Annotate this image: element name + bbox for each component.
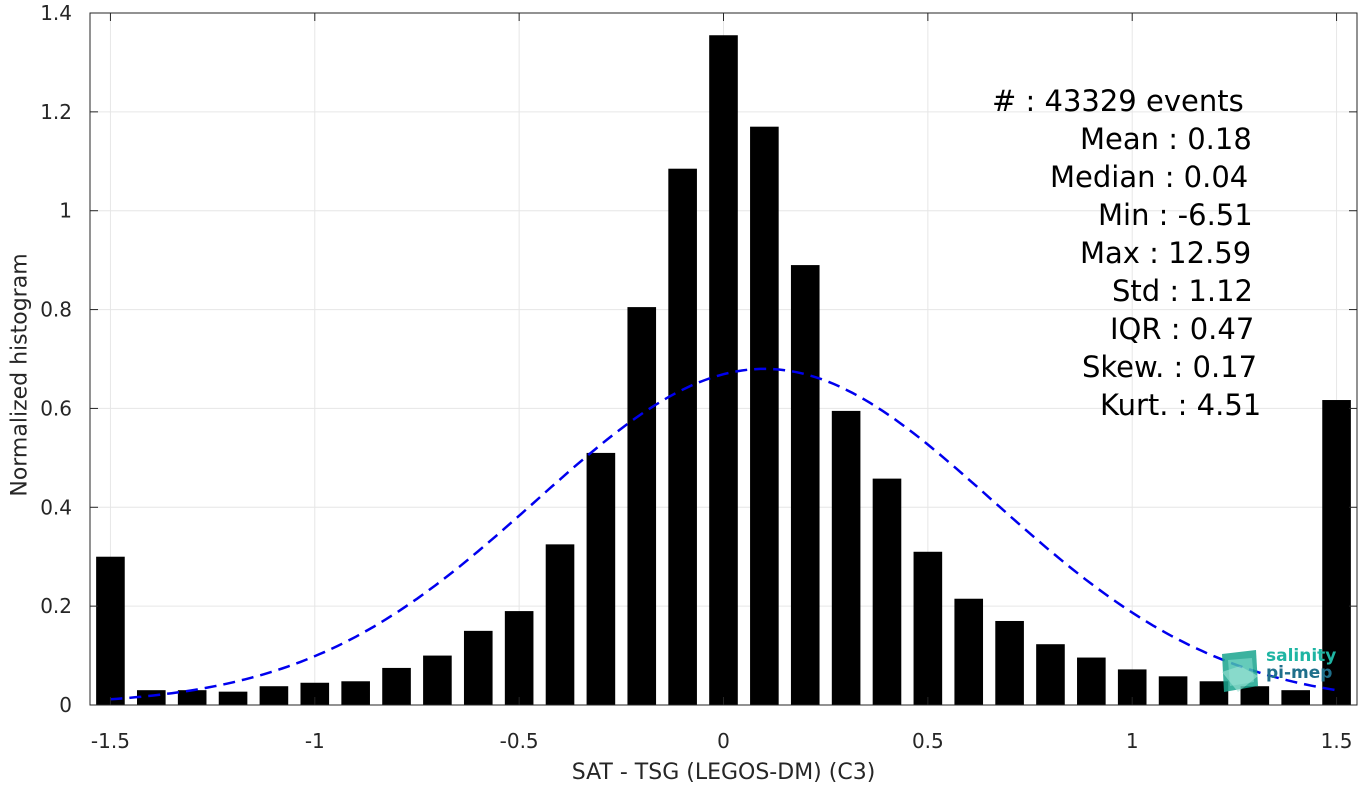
- y-tick-label-5: 1: [59, 199, 72, 223]
- stat-mean-row: Mean : 0.18: [940, 120, 1280, 158]
- stat-skew-row: Skew. : 0.17: [940, 348, 1280, 386]
- bar-18: [831, 410, 861, 705]
- x-tick-label-0: -1.5: [91, 729, 130, 753]
- y-axis-ticks: 0 0.2 0.4 0.6 0.8 1 1.2 1.4: [40, 1, 1357, 717]
- stat-mean: Mean : 0.18: [1080, 122, 1252, 156]
- stat-iqr-row: IQR : 0.47: [940, 310, 1280, 348]
- bar-23: [1036, 644, 1065, 705]
- histogram-bars: [96, 35, 1351, 705]
- stat-kurt: Kurt. : 4.51: [1100, 388, 1262, 422]
- bar-30: [1322, 400, 1351, 705]
- bar-2: [177, 690, 207, 705]
- bar-6: [341, 681, 370, 705]
- bar-19: [872, 478, 902, 705]
- bar-10: [504, 611, 534, 705]
- gaussian-fit-curve: [110, 367, 1337, 701]
- stat-max: Max : 12.59: [1080, 236, 1252, 270]
- bar-27: [1199, 681, 1229, 705]
- stat-median: Median : 0.04: [1050, 160, 1249, 194]
- stat-std-row: Std : 1.12: [940, 272, 1280, 310]
- stat-median-row: Median : 0.04: [940, 158, 1280, 196]
- x-tick-label-1: -1: [305, 729, 325, 753]
- bar-3: [218, 691, 248, 705]
- bar-28: [1240, 686, 1270, 705]
- x-axis-label: SAT - TSG (LEGOS-DM) (C3): [572, 760, 876, 785]
- bar-24: [1077, 657, 1106, 705]
- bar-12: [586, 452, 616, 705]
- x-tick-label-2: -0.5: [500, 729, 539, 753]
- bar-29: [1281, 690, 1310, 705]
- logo-line-1: salinity: [1266, 646, 1337, 666]
- bar-26: [1158, 676, 1188, 705]
- salinity-pimep-logo: salinity pi-mep: [1218, 646, 1348, 694]
- bar-8: [423, 655, 452, 705]
- stat-kurt-row: Kurt. : 4.51: [940, 386, 1280, 424]
- stat-min-row: Min : -6.51: [940, 196, 1280, 234]
- bar-4: [259, 686, 289, 705]
- stat-count: # : 43329 events: [992, 84, 1244, 118]
- bar-22: [995, 620, 1024, 705]
- y-axis-label: Normalized histogram: [8, 253, 33, 496]
- bar-9: [463, 630, 493, 705]
- bar-15: [709, 35, 738, 705]
- bar-20: [913, 551, 943, 705]
- x-axis-ticks: -1.5 -1 -0.5 0 0.5 1 1.5: [91, 13, 1353, 753]
- y-tick-label-1: 0.2: [40, 594, 72, 618]
- stat-count-row: # : 43329 events: [940, 82, 1280, 120]
- bar-11: [545, 544, 575, 705]
- bar-7: [382, 667, 411, 705]
- y-tick-label-3: 0.6: [40, 396, 72, 420]
- bar-16: [750, 126, 779, 705]
- x-tick-label-6: 1.5: [1321, 729, 1353, 753]
- stat-std: Std : 1.12: [1112, 274, 1253, 308]
- x-tick-label-3: 0: [717, 729, 730, 753]
- stat-iqr: IQR : 0.47: [1110, 312, 1255, 346]
- bar-17: [790, 265, 820, 705]
- stat-min: Min : -6.51: [1098, 198, 1253, 232]
- bar-21: [954, 598, 984, 705]
- y-tick-label-2: 0.4: [40, 495, 72, 519]
- stat-max-row: Max : 12.59: [940, 234, 1280, 272]
- stat-skew: Skew. : 0.17: [1082, 350, 1258, 384]
- logo-line-2: pi-mep: [1266, 663, 1333, 683]
- y-tick-label-6: 1.2: [40, 100, 72, 124]
- salinity-pimep-logo-icon: [1222, 650, 1258, 692]
- x-tick-label-5: 1: [1126, 729, 1139, 753]
- bar-14: [668, 168, 697, 705]
- bar-0: [96, 556, 125, 705]
- bar-5: [300, 682, 330, 705]
- bar-13: [627, 307, 657, 705]
- x-tick-label-4: 0.5: [912, 729, 944, 753]
- y-tick-label-7: 1.4: [40, 1, 72, 25]
- statistics-annotation: # : 43329 events Mean : 0.18 Median : 0.…: [940, 82, 1280, 424]
- y-tick-label-4: 0.8: [40, 298, 72, 322]
- y-tick-label-0: 0: [59, 693, 72, 717]
